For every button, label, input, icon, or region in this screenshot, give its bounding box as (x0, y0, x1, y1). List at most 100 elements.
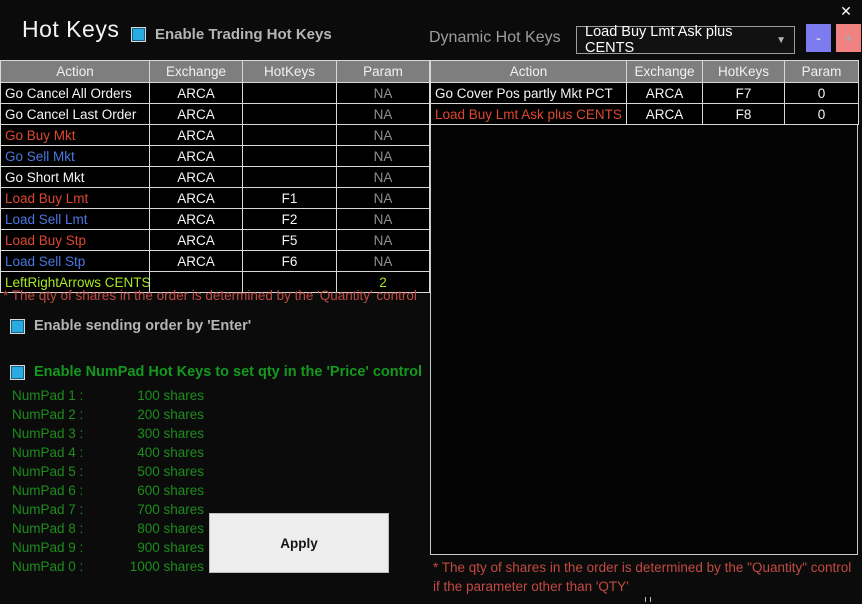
hotkeys-cell[interactable]: F2 (242, 208, 337, 230)
param-cell[interactable]: NA (336, 208, 430, 230)
enable-trading-hotkeys-row: Enable Trading Hot Keys (131, 26, 332, 43)
action-cell[interactable]: Load Buy Lmt Ask plus CENTS (430, 103, 627, 125)
exchange-cell[interactable]: ARCA (149, 229, 243, 251)
hotkeys-cell[interactable]: F7 (702, 82, 785, 104)
add-dynamic-hotkey-button[interactable]: + (836, 24, 861, 52)
param-cell[interactable]: NA (336, 145, 430, 167)
hotkeys-cell[interactable] (242, 145, 337, 167)
param-cell[interactable]: 2 (336, 271, 430, 293)
exchange-cell[interactable]: ARCA (626, 82, 703, 104)
numpad-shares-value: 200 shares (137, 407, 204, 422)
hotkeys-cell[interactable] (242, 124, 337, 146)
list-item: NumPad 2 : 200 shares (12, 405, 204, 424)
numpad-shares-value: 1000 shares (129, 559, 204, 574)
exchange-cell[interactable] (149, 271, 243, 293)
exchange-cell[interactable]: ARCA (149, 145, 243, 167)
hotkeys-cell[interactable] (242, 271, 337, 293)
hotkeys-cell[interactable] (242, 103, 337, 125)
hotkeys-cell[interactable]: F1 (242, 187, 337, 209)
enable-enter-row: Enable sending order by 'Enter' (10, 318, 251, 334)
exchange-cell[interactable]: ARCA (149, 82, 243, 104)
param-cell[interactable]: NA (336, 82, 430, 104)
remove-dynamic-hotkey-button[interactable]: - (806, 24, 831, 52)
numpad-shares-value: 900 shares (137, 540, 204, 555)
numpad-shares-list: NumPad 1 : 100 shares NumPad 2 : 200 sha… (12, 386, 204, 576)
dynamic-quantity-note: * The qty of shares in the order is dete… (433, 558, 857, 596)
list-item: NumPad 9 : 900 shares (12, 538, 204, 557)
table-row[interactable]: Go Buy Mkt ARCA NA (0, 124, 430, 146)
action-cell[interactable]: LeftRightArrows CENTS (0, 271, 150, 293)
param-cell[interactable]: NA (336, 187, 430, 209)
list-item: NumPad 6 : 600 shares (12, 481, 204, 500)
dynamic-action-dropdown[interactable]: Load Buy Lmt Ask plus CENTS ▼ (576, 24, 795, 56)
note-line-1: * The qty of shares in the order is dete… (433, 560, 852, 575)
param-cell[interactable]: NA (336, 229, 430, 251)
action-cell[interactable]: Go Cover Pos partly Mkt PCT (430, 82, 627, 104)
param-cell[interactable]: NA (336, 103, 430, 125)
list-item: NumPad 0 : 1000 shares (12, 557, 204, 576)
resize-grip[interactable] (645, 597, 651, 602)
table-row[interactable]: Go Cancel All Orders ARCA NA (0, 82, 430, 104)
enable-trading-checkbox[interactable] (131, 27, 146, 42)
dropdown-selected-value: Load Buy Lmt Ask plus CENTS (585, 24, 733, 56)
numpad-key-label: NumPad 1 : (12, 388, 84, 403)
exchange-cell[interactable]: ARCA (149, 187, 243, 209)
exchange-cell[interactable]: ARCA (626, 103, 703, 125)
table-row[interactable]: Load Buy Lmt Ask plus CENTS ARCA F8 0 (430, 103, 859, 125)
col-header-action: Action (0, 60, 150, 83)
param-cell[interactable]: NA (336, 250, 430, 272)
apply-button[interactable]: Apply (209, 513, 389, 573)
hotkeys-cell[interactable]: F5 (242, 229, 337, 251)
param-cell[interactable]: NA (336, 124, 430, 146)
action-cell[interactable]: Load Buy Stp (0, 229, 150, 251)
exchange-cell[interactable]: ARCA (149, 103, 243, 125)
table-row[interactable]: Go Cancel Last Order ARCA NA (0, 103, 430, 125)
param-cell[interactable]: 0 (784, 82, 859, 104)
hotkeys-cell[interactable] (242, 82, 337, 104)
numpad-key-label: NumPad 4 : (12, 445, 84, 460)
hotkeys-cell[interactable]: F6 (242, 250, 337, 272)
enable-numpad-row: Enable NumPad Hot Keys to set qty in the… (10, 364, 422, 380)
table-row[interactable]: Go Short Mkt ARCA NA (0, 166, 430, 188)
action-cell[interactable]: Go Cancel Last Order (0, 103, 150, 125)
table-header-row: Action Exchange HotKeys Param (430, 60, 859, 83)
enable-enter-checkbox[interactable] (10, 318, 25, 334)
close-icon[interactable]: ✕ (840, 3, 852, 19)
col-header-hotkeys: HotKeys (242, 60, 337, 83)
enable-numpad-checkbox[interactable] (10, 364, 25, 380)
numpad-key-label: NumPad 8 : (12, 521, 84, 536)
action-cell[interactable]: Go Short Mkt (0, 166, 150, 188)
action-cell[interactable]: Load Sell Stp (0, 250, 150, 272)
numpad-shares-value: 700 shares (137, 502, 204, 517)
table-row[interactable]: Load Buy Lmt ARCA F1 NA (0, 187, 430, 209)
table-row[interactable]: Load Sell Stp ARCA F6 NA (0, 250, 430, 272)
hotkeys-cell[interactable] (242, 166, 337, 188)
dynamic-hotkeys-label: Dynamic Hot Keys (429, 29, 561, 46)
numpad-shares-value: 100 shares (137, 388, 204, 403)
col-header-action: Action (430, 60, 627, 83)
hotkeys-cell[interactable]: F8 (702, 103, 785, 125)
page-title: Hot Keys (22, 16, 120, 42)
action-cell[interactable]: Load Sell Lmt (0, 208, 150, 230)
action-cell[interactable]: Go Cancel All Orders (0, 82, 150, 104)
action-cell[interactable]: Go Sell Mkt (0, 145, 150, 167)
action-cell[interactable]: Go Buy Mkt (0, 124, 150, 146)
table-row[interactable]: LeftRightArrows CENTS 2 (0, 271, 430, 293)
exchange-cell[interactable]: ARCA (149, 250, 243, 272)
note-line-2: if the parameter other than 'QTY' (433, 579, 629, 594)
numpad-shares-value: 600 shares (137, 483, 204, 498)
action-cell[interactable]: Load Buy Lmt (0, 187, 150, 209)
quantity-note: * The qty of shares in the order is dete… (3, 288, 417, 303)
param-cell[interactable]: 0 (784, 103, 859, 125)
enable-enter-label: Enable sending order by 'Enter' (34, 318, 252, 334)
exchange-cell[interactable]: ARCA (149, 208, 243, 230)
param-cell[interactable]: NA (336, 166, 430, 188)
table-header-row: Action Exchange HotKeys Param (0, 60, 430, 83)
table-row[interactable]: Load Buy Stp ARCA F5 NA (0, 229, 430, 251)
exchange-cell[interactable]: ARCA (149, 124, 243, 146)
table-row[interactable]: Go Cover Pos partly Mkt PCT ARCA F7 0 (430, 82, 859, 104)
exchange-cell[interactable]: ARCA (149, 166, 243, 188)
table-row[interactable]: Go Sell Mkt ARCA NA (0, 145, 430, 167)
table-row[interactable]: Load Sell Lmt ARCA F2 NA (0, 208, 430, 230)
